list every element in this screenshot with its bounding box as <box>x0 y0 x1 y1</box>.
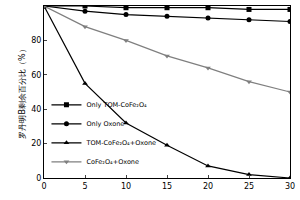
svg-text:15: 15 <box>162 182 172 191</box>
svg-text:30: 30 <box>285 182 295 191</box>
svg-text:80: 80 <box>31 36 41 45</box>
svg-text:20: 20 <box>203 182 213 191</box>
svg-text:40: 40 <box>31 105 41 114</box>
svg-text:TOM-CoFe₂O₄+Oxone: TOM-CoFe₂O₄+Oxone <box>85 139 156 147</box>
svg-text:0: 0 <box>36 174 41 183</box>
svg-text:20: 20 <box>31 139 41 148</box>
svg-text:10: 10 <box>121 182 131 191</box>
svg-text:60: 60 <box>31 71 41 80</box>
svg-text:罗丹明B剩余百分比（%）: 罗丹明B剩余百分比（%） <box>18 45 27 138</box>
svg-text:Only Oxone: Only Oxone <box>86 120 124 128</box>
svg-text:25: 25 <box>244 182 254 191</box>
svg-text:0: 0 <box>41 182 46 191</box>
svg-text:Only TOM-CoFe₂O₄: Only TOM-CoFe₂O₄ <box>86 101 147 109</box>
svg-text:CoFe₂O₄+Oxone: CoFe₂O₄+Oxone <box>86 158 139 166</box>
svg-text:5: 5 <box>82 182 87 191</box>
